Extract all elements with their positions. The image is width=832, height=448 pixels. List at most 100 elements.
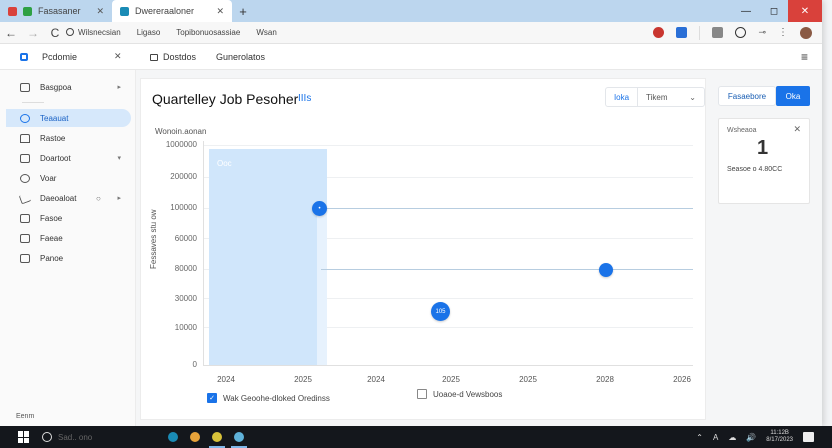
tag-icon [20, 173, 30, 183]
chevron-right-icon: ▸ [117, 84, 121, 91]
band-label: Ooc [217, 159, 232, 168]
sidebar-footer[interactable]: Eenm [16, 413, 35, 420]
extension-blue-icon[interactable] [676, 27, 688, 38]
favicon-icon [8, 6, 17, 16]
dashboard-icon [20, 82, 30, 92]
primary-button[interactable]: Oka [776, 86, 810, 106]
window-controls: — ◻ ✕ [732, 0, 822, 22]
sidebar-item-faeae[interactable]: Faeae [6, 229, 131, 247]
taskbar-app-chrome[interactable] [184, 426, 206, 448]
secondary-button[interactable]: Fasaebore [718, 86, 776, 106]
clock[interactable]: 11:12B 8/17/2023 [766, 430, 793, 443]
back-button[interactable]: ← [5, 25, 17, 40]
tab-title: Fasasaner [38, 6, 81, 16]
clipboard-icon[interactable] [712, 27, 724, 38]
scatter-chart: Wonoin.aonan Fessaves stu ow 1000000 200… [141, 79, 707, 421]
profile-avatar[interactable] [800, 26, 812, 39]
stat-panel: Wsheaoa ✕ 1 Seasoe o 4.80CC [718, 118, 810, 204]
maximize-button[interactable]: ◻ [769, 5, 779, 17]
taskbar-search[interactable]: Sad.. ono [42, 432, 122, 442]
system-tray: ⌃ A ☁ 🔊 11:12B 8/17/2023 [696, 430, 832, 444]
browser-toolbar: ← → C Wilsnecsian Ligaso Topibonuosassia… [0, 22, 822, 44]
y-axis [203, 141, 204, 365]
notification-icon[interactable] [803, 432, 814, 442]
checkbox-checked[interactable]: ✓ [207, 393, 217, 403]
period-select[interactable]: Tikem ⌄ [646, 92, 696, 102]
tray-network-icon[interactable]: ☁ [728, 432, 737, 442]
y-tick: 30000 [174, 294, 197, 303]
tray-input-icon[interactable]: A [712, 432, 719, 442]
new-tab-button[interactable]: + [239, 3, 247, 19]
clock-icon[interactable] [735, 27, 747, 38]
taskbar-app[interactable] [228, 426, 250, 448]
reload-button[interactable]: C [50, 25, 60, 40]
filter-toggle-button[interactable]: Ioka [606, 88, 638, 106]
y-tick: 10000 [174, 323, 197, 332]
data-point[interactable]: • [312, 201, 327, 216]
close-icon[interactable]: ✕ [793, 124, 801, 134]
legend-item-unchecked[interactable]: Uoaoe-d Vewsboos [417, 389, 502, 399]
reference-line [321, 269, 693, 270]
extension-red-icon[interactable] [653, 27, 665, 38]
bookmark-item[interactable]: Wilsnecsian [66, 28, 121, 37]
calendar-icon [20, 153, 30, 163]
x-axis [203, 365, 693, 366]
sidebar-item-panoe[interactable]: Panoe [6, 249, 131, 267]
app-logo-icon [20, 52, 28, 61]
data-point[interactable]: 105 [431, 302, 450, 321]
x-tick: 2025 [442, 375, 460, 384]
tab-active[interactable]: Dwereraaloner ✕ [112, 0, 232, 22]
menu-icon[interactable]: ≡ [800, 49, 808, 64]
sidebar-item-daeoaloat[interactable]: Daeoaloat ○ ▸ [6, 189, 131, 207]
more-icon[interactable]: ⋮ [778, 27, 788, 38]
sidebar-item-rastoe[interactable]: Rastoe [6, 129, 131, 147]
tray-volume-icon[interactable]: 🔊 [746, 432, 757, 442]
gridline [203, 298, 693, 299]
close-window-button[interactable]: ✕ [788, 0, 822, 22]
favicon-icon [23, 6, 32, 16]
gridline [203, 145, 693, 146]
title-tag[interactable]: IIIs [298, 93, 312, 104]
sidebar-item-voar[interactable]: Voar [6, 169, 131, 187]
header-nav-item[interactable]: Dostdos [150, 52, 196, 62]
taskbar-app-chrome-2[interactable] [206, 426, 228, 448]
sidebar-item-teaauat[interactable]: Teaauat [6, 109, 131, 127]
minimize-button[interactable]: — [741, 5, 751, 17]
header-nav-item[interactable]: Gunerolatos [216, 51, 266, 62]
sidebar-item-doartoot[interactable]: Doartoot ▾ [6, 149, 131, 167]
sidebar-item-fasoe[interactable]: Fasoe [6, 209, 131, 227]
desktop-icon [150, 53, 158, 61]
stat-subtext: Seasoe o 4.80CC [727, 166, 783, 173]
x-tick: 2024 [217, 375, 235, 384]
tab-inactive[interactable]: Fasasaner ✕ [0, 0, 112, 22]
x-tick: 2028 [596, 375, 614, 384]
favicon-icon [120, 6, 129, 16]
sidebar: Basgpoa ▸ Teaauat Rastoe Doartoot ▾ Voar… [0, 70, 136, 426]
browser-window: Fasasaner ✕ Dwereraaloner ✕ + — ◻ ✕ ← → … [0, 0, 822, 426]
forward-button[interactable]: → [27, 25, 39, 40]
bookmark-item[interactable]: Ligaso [136, 28, 161, 37]
legend-item-checked[interactable]: ✓ Wak Geoohe-dloked Oredinss [207, 393, 330, 403]
taskbar-app-edge[interactable] [162, 426, 184, 448]
data-point[interactable] [599, 263, 613, 277]
y-axis-unit: Wonoin.aonan [155, 127, 207, 136]
tab-title: Dwereraaloner [135, 6, 195, 16]
start-button[interactable] [18, 431, 30, 443]
close-tab-icon[interactable]: ✕ [96, 5, 104, 16]
main-content: Quartelley Job Pesoher IIIs Ioka Tikem ⌄… [136, 70, 822, 426]
close-tab-icon[interactable]: ✕ [216, 5, 224, 16]
photo-icon [20, 233, 30, 243]
highlight-band-edge [317, 208, 327, 365]
stat-label: Wsheaoa [727, 127, 757, 134]
checkbox-unchecked[interactable] [417, 389, 427, 399]
tray-chevron-icon[interactable]: ⌃ [696, 432, 703, 442]
sidebar-item-basgpoa[interactable]: Basgpoa ▸ [6, 78, 131, 96]
bookmark-item[interactable]: Topibonuosassiae [176, 28, 241, 37]
bookmark-item[interactable]: Wsan [256, 28, 277, 37]
stat-value: 1 [757, 137, 769, 159]
chart-card: Quartelley Job Pesoher IIIs Ioka Tikem ⌄… [140, 78, 706, 420]
chevron-right-icon: ▸ [117, 195, 121, 202]
key-icon[interactable]: ⊸ [758, 27, 766, 37]
close-icon[interactable]: ✕ [114, 51, 122, 61]
app-brand[interactable]: Pcdomie [42, 51, 78, 62]
